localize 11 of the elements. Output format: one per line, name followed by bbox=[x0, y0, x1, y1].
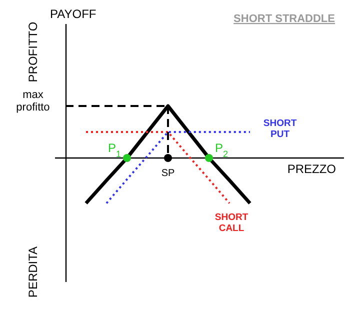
series-label: SHORT PUT bbox=[263, 118, 297, 140]
x-axis-title: PREZZO bbox=[287, 162, 336, 176]
annotation: P$_{2}$ bbox=[215, 141, 228, 159]
chart-title: SHORT STRADDLE bbox=[234, 13, 335, 25]
text: PAYOFF bbox=[50, 7, 96, 21]
annotation: P$_{1}$ bbox=[108, 141, 121, 159]
series-label: max profitto bbox=[16, 89, 50, 114]
text: PERDITA bbox=[26, 246, 40, 298]
series-label: SHORT CALL bbox=[214, 212, 248, 234]
annotation: SP bbox=[161, 168, 175, 179]
text: PROFITTO bbox=[26, 22, 40, 82]
